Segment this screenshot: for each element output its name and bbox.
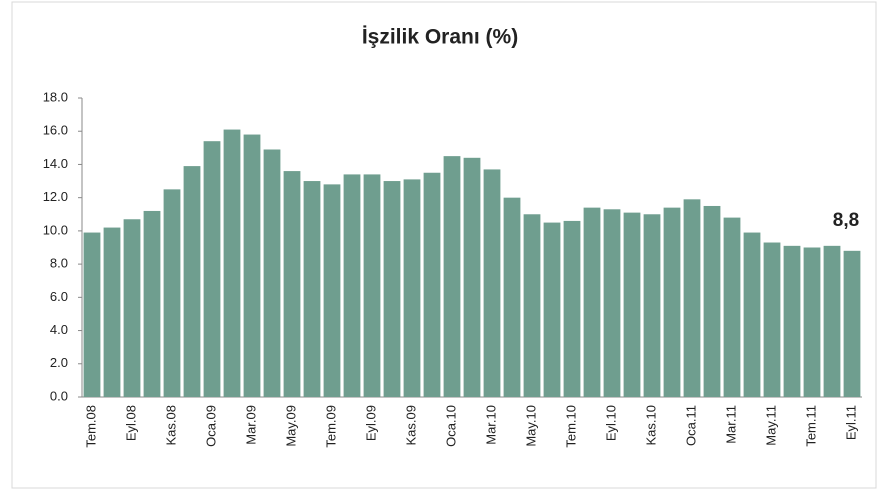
bar: [123, 219, 141, 397]
x-tick-label: Eyl.10: [603, 405, 618, 441]
bar: [403, 179, 421, 397]
bar: [823, 245, 841, 397]
bar: [323, 184, 341, 397]
x-tick-label: Tem.10: [563, 405, 578, 448]
bar: [203, 141, 221, 397]
x-tick-label: Mar.10: [483, 405, 498, 445]
bar: [583, 207, 601, 397]
x-tick-label: Kas.10: [643, 405, 658, 445]
bar: [143, 210, 161, 397]
bar: [303, 181, 321, 397]
bar: [843, 250, 861, 397]
bar: [523, 214, 541, 397]
x-tick-label: Tem.08: [83, 405, 98, 448]
y-tick-label: 10.0: [43, 222, 68, 237]
bar: [463, 157, 481, 397]
bar: [443, 156, 461, 397]
y-tick-label: 16.0: [43, 123, 68, 138]
bar: [623, 212, 641, 397]
bar: [503, 197, 521, 397]
value-label: 8,8: [833, 210, 859, 231]
bar: [183, 166, 201, 397]
y-tick-label: 6.0: [50, 289, 68, 304]
bar: [543, 222, 561, 397]
bar: [103, 227, 121, 397]
x-tick-label: Kas.09: [403, 405, 418, 445]
x-tick-label: May.10: [523, 405, 538, 447]
x-tick-label: May.09: [283, 405, 298, 447]
x-tick-label: Eyl.08: [123, 405, 138, 441]
x-tick-label: Tem.11: [803, 405, 818, 447]
x-tick-label: Kas.08: [163, 405, 178, 445]
x-tick-label: Oca.09: [203, 405, 218, 447]
x-tick-label: Oca.10: [443, 405, 458, 447]
y-tick-label: 8.0: [50, 256, 68, 271]
bar: [743, 232, 761, 397]
y-tick-label: 2.0: [50, 355, 68, 370]
bar: [223, 129, 241, 398]
bar: [703, 205, 721, 397]
x-tick-label: Mar.09: [243, 405, 258, 445]
bar: [83, 232, 101, 397]
bar: [383, 181, 401, 397]
x-tick-label: Oca.11: [683, 405, 698, 446]
bar: [363, 174, 381, 397]
y-tick-label: 4.0: [50, 322, 68, 337]
x-tick-label: May.11: [763, 405, 778, 446]
bar: [243, 134, 261, 398]
y-tick-label: 12.0: [43, 189, 68, 204]
bar: [563, 220, 581, 397]
bar: [483, 169, 501, 397]
x-tick-label: Eyl.09: [363, 405, 378, 441]
bar: [763, 242, 781, 397]
bar: [683, 199, 701, 397]
bar: [423, 172, 441, 397]
y-tick-label: 18.0: [43, 89, 68, 104]
y-tick-label: 14.0: [43, 156, 68, 171]
bar: [783, 245, 801, 397]
chart-title: İşzilik Oranı (%): [362, 26, 518, 49]
bar: [263, 149, 281, 397]
bar: [343, 174, 361, 397]
x-tick-label: Eyl.11: [843, 405, 858, 440]
bar: [663, 207, 681, 397]
y-tick-label: 0.0: [50, 388, 68, 403]
x-tick-label: Tem.09: [323, 405, 338, 448]
bar: [603, 209, 621, 397]
x-tick-label: Mar.11: [723, 405, 738, 444]
bar: [163, 189, 181, 397]
bar: [643, 214, 661, 397]
bar: [723, 217, 741, 397]
bar: [283, 171, 301, 397]
bar: [803, 247, 821, 397]
